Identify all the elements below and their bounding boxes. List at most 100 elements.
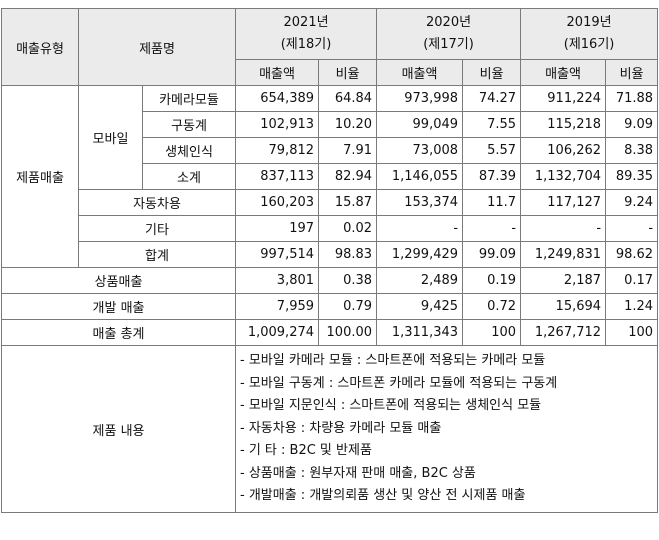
cell-value: 100 bbox=[462, 319, 522, 346]
cell-value: 9,425 bbox=[376, 293, 464, 320]
cell-value: 87.39 bbox=[462, 163, 522, 190]
cell-value: 153,374 bbox=[376, 189, 464, 216]
row-name: 상품매출 bbox=[0, 267, 237, 294]
year-label: 2019년 bbox=[566, 15, 612, 30]
header-amount: 매출액 bbox=[376, 59, 464, 86]
cell-value: 3,801 bbox=[235, 267, 320, 294]
header-ratio: 비율 bbox=[462, 59, 522, 86]
description-notes: - 모바일 카메라 모듈 : 스마트폰에 적용되는 카메라 모듈 - 모바일 구… bbox=[235, 345, 659, 513]
note-line: - 모바일 구동계 : 스마트폰 카메라 모듈에 적용되는 구동계 bbox=[240, 375, 558, 391]
header-ratio: 비율 bbox=[605, 59, 659, 86]
note-line: - 자동차용 : 차량용 카메라 모듈 매출 bbox=[240, 420, 442, 436]
cell-value: 117,127 bbox=[520, 189, 607, 216]
header-sales-type: 매출유형 bbox=[1, 8, 79, 86]
header-year-2019: 2019년 (제16기) bbox=[520, 8, 659, 60]
description-row: 제품 내용 - 모바일 카메라 모듈 : 스마트폰에 적용되는 카메라 모듈 -… bbox=[0, 345, 659, 513]
year-label: 2021년 bbox=[283, 15, 329, 30]
cell-value: - bbox=[462, 215, 522, 242]
table-row: 매출 총계 1,009,274 100.00 1,311,343 100 1,2… bbox=[0, 319, 659, 346]
cell-value: 9.09 bbox=[605, 111, 659, 138]
cell-value: 7,959 bbox=[235, 293, 320, 320]
cell-value: - bbox=[605, 215, 659, 242]
cell-value: 0.02 bbox=[318, 215, 378, 242]
header-year-2021: 2021년 (제18기) bbox=[235, 8, 378, 60]
cell-value: 99.09 bbox=[462, 241, 522, 268]
header-amount: 매출액 bbox=[520, 59, 607, 86]
cell-value: 7.55 bbox=[462, 111, 522, 138]
row-name: 개발 매출 bbox=[0, 293, 237, 320]
table-row: 제품매출 모바일 카메라모듈 654,389 64.84 973,998 74.… bbox=[1, 85, 659, 268]
cell-value: 0.19 bbox=[462, 267, 522, 294]
cell-value: 98.62 bbox=[605, 241, 659, 268]
header-product-name: 제품명 bbox=[77, 8, 237, 86]
cell-value: 7.91 bbox=[318, 137, 378, 164]
cell-value: 0.38 bbox=[318, 267, 378, 294]
row-name: 자동차용 bbox=[77, 189, 237, 216]
cell-value: 74.27 bbox=[462, 85, 522, 112]
cell-value: - bbox=[376, 215, 464, 242]
product-sales-label: 제품매출 bbox=[1, 85, 79, 268]
cell-value: 197 bbox=[235, 215, 320, 242]
cell-value: 1,249,831 bbox=[520, 241, 607, 268]
cell-value: 100.00 bbox=[318, 319, 378, 346]
table-row: 합계 997,514 98.83 1,299,429 99.09 1,249,8… bbox=[2, 241, 659, 268]
note-line: - 개발매출 : 개발의뢰품 생산 및 양산 전 시제품 매출 bbox=[240, 488, 526, 504]
row-name: 생체인식 bbox=[141, 137, 237, 164]
cell-value: 1,299,429 bbox=[376, 241, 464, 268]
cell-value: 100 bbox=[605, 319, 659, 346]
cell-value: 82.94 bbox=[318, 163, 378, 190]
header-amount: 매출액 bbox=[235, 59, 320, 86]
note-line: - 상품매출 : 원부자재 판매 매출, B2C 상품 bbox=[240, 465, 476, 481]
cell-value: 160,203 bbox=[235, 189, 320, 216]
cell-value: - bbox=[520, 215, 607, 242]
row-name: 기타 bbox=[77, 215, 237, 242]
cell-value: 102,913 bbox=[235, 111, 320, 138]
header-ratio: 비율 bbox=[318, 59, 378, 86]
cell-value: 1,311,343 bbox=[376, 319, 464, 346]
cell-value: 71.88 bbox=[605, 85, 659, 112]
cell-value: 99,049 bbox=[376, 111, 464, 138]
table-row: 기타 197 0.02 - - - - bbox=[2, 215, 659, 242]
note-line: - 기 타 : B2C 및 반제품 bbox=[240, 443, 372, 459]
cell-value: 997,514 bbox=[235, 241, 320, 268]
cell-value: 73,008 bbox=[376, 137, 464, 164]
table-row: 구동계 102,913 10.20 99,049 7.55 115,218 9.… bbox=[2, 111, 659, 138]
cell-value: 1.24 bbox=[605, 293, 659, 320]
revenue-table: 매출유형 제품명 2021년 (제18기) 2020년 (제17기) 2019년… bbox=[0, 8, 659, 513]
cell-value: 2,187 bbox=[520, 267, 607, 294]
cell-value: 654,389 bbox=[235, 85, 320, 112]
cell-value: 1,267,712 bbox=[520, 319, 607, 346]
term-label: (제18기) bbox=[280, 37, 332, 52]
header-year-2020: 2020년 (제17기) bbox=[376, 8, 522, 60]
note-line: - 모바일 카메라 모듈 : 스마트폰에 적용되는 카메라 모듈 bbox=[240, 352, 546, 368]
cell-value: 89.35 bbox=[605, 163, 659, 190]
table-row: 개발 매출 7,959 0.79 9,425 0.72 15,694 1.24 bbox=[0, 293, 659, 320]
note-line: - 모바일 지문인식 : 스마트폰에 적용되는 생체인식 모듈 bbox=[240, 398, 542, 414]
cell-value: 1,146,055 bbox=[376, 163, 464, 190]
cell-value: 2,489 bbox=[376, 267, 464, 294]
row-name: 합계 bbox=[77, 241, 237, 268]
table-row: 소계 837,113 82.94 1,146,055 87.39 1,132,7… bbox=[2, 163, 659, 190]
cell-value: 64.84 bbox=[318, 85, 378, 112]
table-row: 자동차용 160,203 15.87 153,374 11.7 117,127 … bbox=[2, 189, 659, 216]
row-name: 매출 총계 bbox=[0, 319, 237, 346]
table-row: 상품매출 3,801 0.38 2,489 0.19 2,187 0.17 bbox=[0, 267, 659, 294]
row-name: 소계 bbox=[141, 163, 237, 190]
cell-value: 911,224 bbox=[520, 85, 607, 112]
mobile-label: 모바일 bbox=[78, 85, 143, 190]
cell-value: 0.79 bbox=[318, 293, 378, 320]
cell-value: 15,694 bbox=[520, 293, 607, 320]
row-name: 카메라모듈 bbox=[141, 85, 237, 112]
description-label: 제품 내용 bbox=[0, 345, 237, 513]
cell-value: 98.83 bbox=[318, 241, 378, 268]
header-row-columns: 매출액 비율 매출액 비율 매출액 비율 bbox=[2, 59, 659, 86]
cell-value: 115,218 bbox=[520, 111, 607, 138]
cell-value: 11.7 bbox=[462, 189, 522, 216]
cell-value: 79,812 bbox=[235, 137, 320, 164]
cell-value: 8.38 bbox=[605, 137, 659, 164]
cell-value: 1,009,274 bbox=[235, 319, 320, 346]
term-label: (제16기) bbox=[563, 37, 615, 52]
cell-value: 973,998 bbox=[376, 85, 464, 112]
cell-value: 0.17 bbox=[605, 267, 659, 294]
cell-value: 106,262 bbox=[520, 137, 607, 164]
